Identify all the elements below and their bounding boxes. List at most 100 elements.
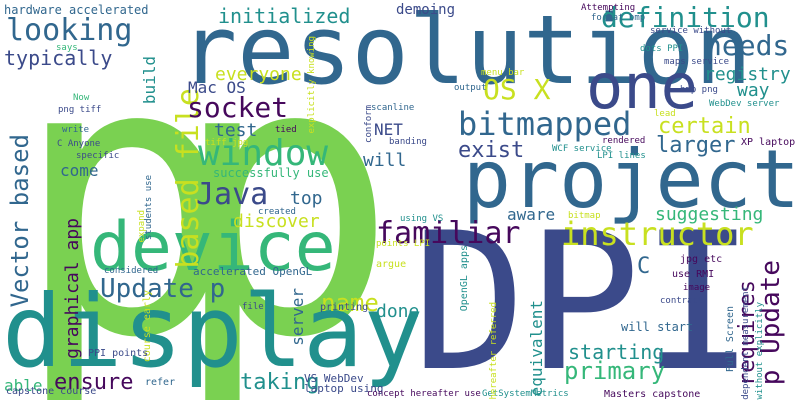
word-cloud-word: bmp png (680, 85, 718, 95)
word-cloud-word: png tiff (58, 105, 102, 115)
word-cloud-word: Full Screen (725, 306, 736, 373)
word-cloud-word: test (214, 120, 258, 141)
word-cloud-word: needs (705, 29, 790, 62)
word-cloud-word: project (462, 133, 800, 226)
word-cloud-word: suggesting (655, 204, 764, 225)
word-cloud-word: Java (196, 177, 269, 212)
word-cloud-word: successfully use (213, 166, 329, 180)
word-cloud-word: created (258, 207, 296, 217)
word-cloud-word: C Anyone (57, 139, 101, 149)
word-cloud-word: name (321, 289, 379, 317)
word-cloud-word: primary (564, 357, 666, 385)
word-cloud-word: looking (6, 13, 133, 48)
word-cloud-word: done (376, 301, 420, 322)
word-cloud-word: ensure (54, 370, 134, 395)
word-cloud-word: scanline (371, 103, 415, 113)
word-cloud-word: bitmapped (458, 105, 632, 143)
word-cloud-word: points LPI (376, 239, 431, 249)
word-cloud-word: XP laptop (741, 137, 796, 148)
word-cloud-word: hereafter referred (489, 302, 499, 400)
word-cloud-word: resolution (180, 0, 752, 106)
word-cloud-word: NET (374, 120, 403, 139)
word-cloud-word: OpenGL apps (459, 245, 470, 312)
word-cloud-word: WebDev server (709, 99, 780, 109)
word-cloud-word: definition (601, 1, 770, 34)
word-cloud-word: Vector based (6, 134, 34, 308)
word-cloud-word: rendered (602, 136, 646, 146)
word-cloud-word: jpg etc (680, 254, 723, 265)
word-cloud-word: aware (507, 205, 556, 224)
word-cloud-word: exist (458, 138, 525, 163)
word-cloud-word: accelerated OpenGL (193, 265, 313, 278)
word-cloud-word: printing (320, 302, 369, 313)
word-cloud-word: capstone course (6, 386, 97, 397)
word-cloud-word: considered (104, 266, 159, 276)
word-cloud-word: instructor (561, 215, 754, 253)
word-cloud-word: lead (654, 109, 676, 119)
word-cloud-word: says (56, 43, 78, 53)
word-cloud-word: will (363, 150, 407, 171)
word-cloud-word: service without (650, 26, 732, 36)
word-cloud-word: initialized (218, 4, 351, 28)
word-cloud-word: dots PPI (640, 44, 684, 54)
word-cloud-word: PPI points (88, 348, 149, 359)
word-cloud-word: tied (275, 125, 297, 135)
word-cloud-word: taking (240, 370, 320, 395)
word-cloud-word: demoing (396, 2, 456, 18)
word-cloud-word: larger (656, 133, 736, 158)
word-cloud-word: VS WebDev (304, 372, 364, 385)
word-cloud-word: bitmap (568, 211, 601, 221)
word-cloud-word: build (140, 56, 159, 105)
word-cloud-word: contract (660, 296, 704, 306)
word-cloud-word: able (4, 376, 43, 395)
word-cloud-word: typically (4, 46, 113, 70)
word-cloud-word: socket (187, 91, 289, 124)
word-cloud-word: Mac OS (188, 78, 246, 97)
word-cloud-word: discover (233, 211, 320, 232)
word-cloud-word: registry (704, 64, 791, 85)
word-cloud-word: DPI (412, 192, 756, 400)
word-cloud-word: dependent measurement (741, 286, 751, 400)
word-cloud-word: argue (376, 259, 407, 270)
word-cloud-word: file (242, 302, 264, 312)
word-cloud-word: display (2, 273, 424, 390)
word-cloud-word: specific (76, 151, 120, 161)
word-cloud-word: LPI lines (597, 151, 646, 161)
word-cloud-word: everyone (215, 64, 302, 85)
word-cloud-word: output (454, 83, 487, 93)
word-cloud-word: menu bar (481, 68, 525, 78)
word-cloud-word: server (288, 288, 307, 346)
word-cloud-word: C (637, 254, 651, 279)
word-cloud-word: format bmp (591, 13, 646, 23)
word-cloud-word: graphical app (62, 218, 83, 359)
word-cloud-word: explicitly knowing (307, 36, 317, 134)
word-cloud-word: OS X (483, 73, 551, 106)
word-cloud-word: way (737, 80, 770, 101)
word-cloud-word: equivalent (527, 300, 546, 397)
word-cloud-word: p (170, 0, 399, 400)
word-cloud-word: Update p (100, 274, 226, 304)
word-cloud-word: one (586, 50, 698, 123)
word-cloud-word: expand (137, 210, 147, 243)
word-cloud-word: using VS (400, 214, 444, 224)
word-cloud-word: will start (621, 320, 694, 334)
word-cloud-word: window (198, 133, 329, 174)
word-cloud-word: hardware accelerated (4, 3, 149, 17)
word-cloud-word: without explicitly (755, 302, 765, 400)
word-cloud-word: Now (73, 93, 90, 103)
word-cloud-word: WCF service (552, 144, 612, 154)
word-cloud-word: certain (658, 114, 751, 139)
word-cloud-word: starting (568, 340, 665, 364)
word-cloud-word: laptop using (304, 382, 384, 395)
word-cloud-word: write (62, 125, 90, 135)
word-cloud-word: Attempting (581, 3, 636, 13)
word-cloud-word: image (683, 283, 711, 293)
word-cloud-word: banding (389, 137, 427, 147)
word-cloud-word: GetSystemMetrics (482, 389, 569, 399)
word-cloud-word: maps service (664, 57, 730, 67)
word-cloud-word: p (12, 0, 241, 400)
word-cloud-word: tiff jpg (205, 138, 249, 148)
word-cloud-word: come (60, 161, 99, 180)
word-cloud-word: device (90, 208, 336, 287)
